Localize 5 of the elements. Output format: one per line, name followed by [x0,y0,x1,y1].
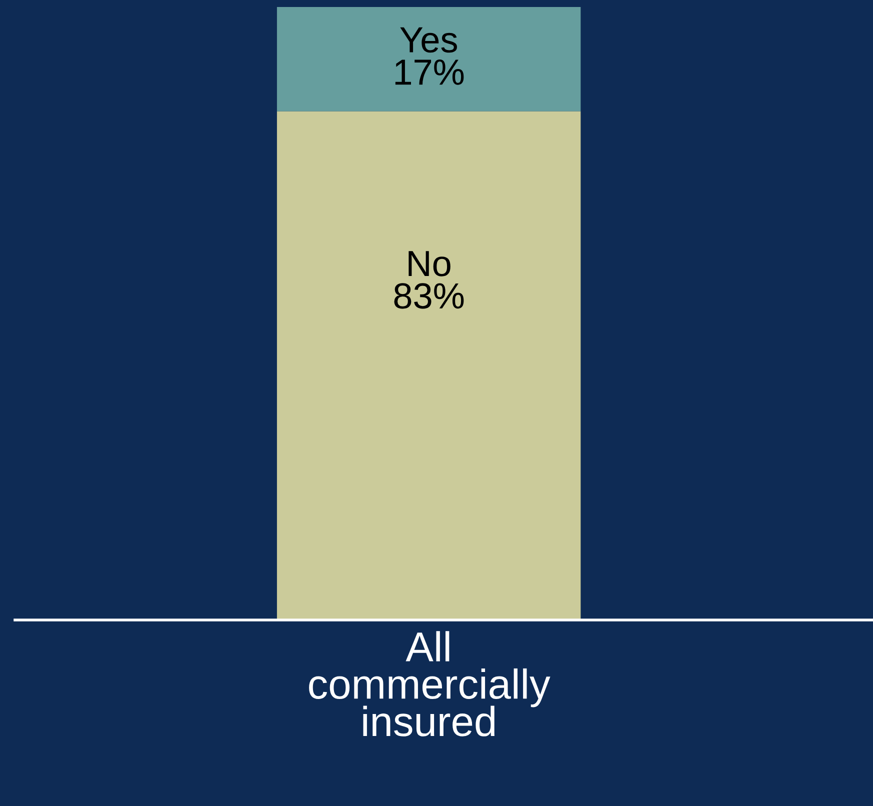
series-label: Yes [400,27,457,53]
x-tick-label: All commercially insured [309,631,550,736]
series-label: No [408,251,450,276]
data-label: 83% [394,283,464,309]
data-label: 17% [395,60,464,85]
